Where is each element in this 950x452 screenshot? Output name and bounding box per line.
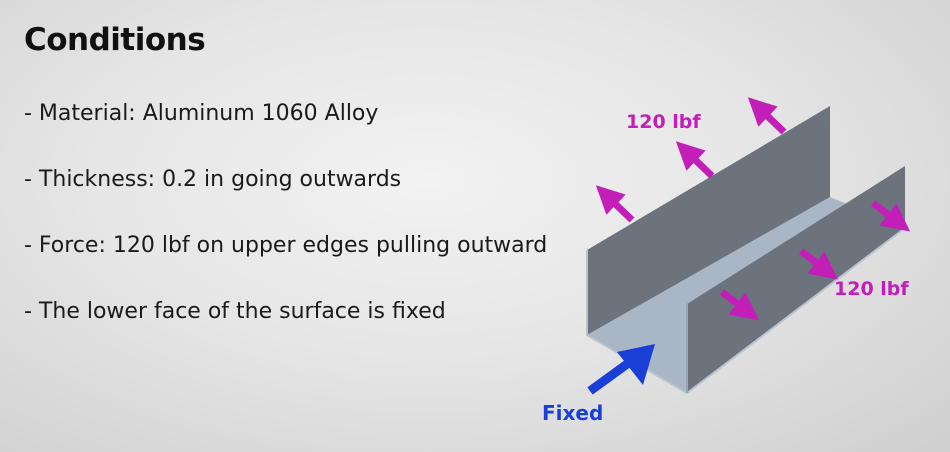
force-arrow — [595, 185, 635, 223]
force-arrow — [798, 248, 839, 280]
condition-force: - Force: 120 lbf on upper edges pulling … — [24, 233, 548, 258]
force-arrow — [870, 200, 911, 232]
right-wall — [687, 166, 905, 393]
page-title: Conditions — [24, 22, 206, 58]
force-arrows — [595, 97, 911, 321]
condition-material: - Material: Aluminum 1060 Alloy — [24, 101, 379, 126]
fixed-label: Fixed — [542, 401, 603, 425]
force-label-left: 120 lbf — [626, 111, 701, 133]
fixed-arrow — [587, 344, 655, 395]
condition-fixed-face: - The lower face of the surface is fixed — [24, 299, 446, 324]
force-label-right: 120 lbf — [834, 278, 909, 300]
force-arrow — [747, 97, 787, 135]
force-arrow — [719, 289, 760, 321]
force-arrow — [675, 141, 715, 179]
condition-thickness: - Thickness: 0.2 in going outwards — [24, 167, 402, 192]
left-wall — [587, 106, 830, 335]
